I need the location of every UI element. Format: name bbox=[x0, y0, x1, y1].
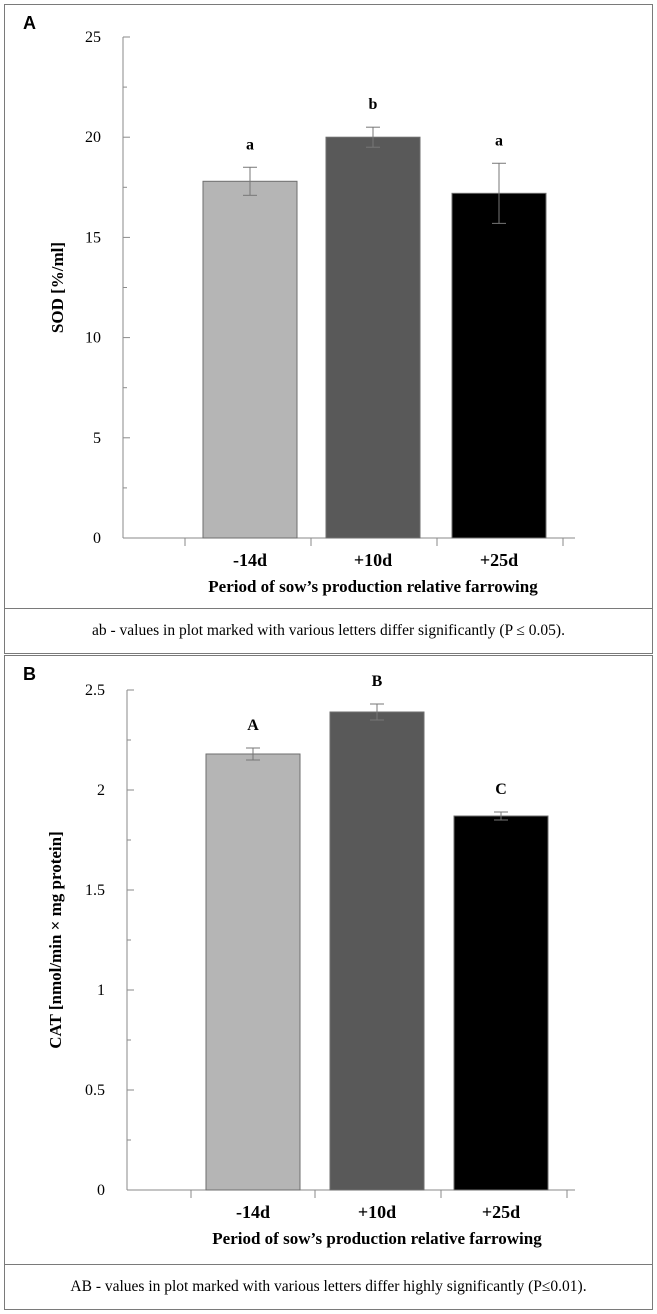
x-axis-title: Period of sow’s production relative farr… bbox=[212, 1229, 542, 1248]
sod-bar-chart: 0 5 10 15 20 25 a -14d b +10d a +25d Period of sow’s… bbox=[48, 29, 575, 596]
panel-label: B bbox=[23, 664, 36, 684]
chart-panel-b: B 0 0.5 1 1.5 2 2.5 A -14d B +10d C +25d Period of s… bbox=[4, 655, 653, 1310]
bar bbox=[329, 711, 425, 1191]
y-tick-label: 1.5 bbox=[85, 882, 105, 899]
y-tick-label: 5 bbox=[93, 430, 101, 447]
significance-letter: C bbox=[495, 781, 507, 798]
panel-label: A bbox=[23, 13, 36, 33]
bar bbox=[453, 815, 549, 1191]
bar bbox=[202, 180, 298, 539]
significance-letter: b bbox=[369, 96, 378, 113]
category-label: +25d bbox=[482, 1202, 520, 1222]
category-label: +10d bbox=[354, 550, 392, 570]
significance-letter: B bbox=[372, 673, 383, 690]
y-axis-title: SOD [%/ml] bbox=[48, 242, 67, 333]
significance-letter: a bbox=[495, 132, 503, 149]
significance-letter: a bbox=[246, 136, 254, 153]
y-tick-label: 2 bbox=[97, 782, 105, 799]
category-label: -14d bbox=[233, 550, 267, 570]
category-label: +25d bbox=[480, 550, 518, 570]
y-tick-label: 20 bbox=[85, 129, 101, 146]
y-tick-label: 15 bbox=[85, 229, 101, 246]
bar bbox=[325, 136, 421, 539]
y-axis-title: CAT [nmol/min × mg protein] bbox=[46, 831, 65, 1048]
chart-panel-a: A 0 5 10 15 20 25 a -14d b +10d a +25d Period of sow… bbox=[4, 4, 653, 654]
y-tick-label: 0 bbox=[93, 530, 101, 547]
y-tick-label: 1 bbox=[97, 982, 105, 999]
bar bbox=[451, 192, 547, 539]
y-tick-label: 2.5 bbox=[85, 682, 105, 699]
y-tick-label: 10 bbox=[85, 330, 101, 347]
y-tick-label: 0 bbox=[97, 1182, 105, 1199]
y-tick-label: 0.5 bbox=[85, 1082, 105, 1099]
category-label: -14d bbox=[236, 1202, 270, 1222]
y-tick-label: 25 bbox=[85, 29, 101, 46]
bar bbox=[205, 753, 301, 1191]
x-axis-title: Period of sow’s production relative farr… bbox=[208, 577, 538, 596]
cat-bar-chart: 0 0.5 1 1.5 2 2.5 A -14d B +10d C +25d Period of sow… bbox=[46, 673, 575, 1248]
significance-letter: A bbox=[247, 717, 259, 734]
category-label: +10d bbox=[358, 1202, 396, 1222]
significance-note: AB - values in plot marked with various … bbox=[5, 1264, 652, 1309]
significance-note: ab - values in plot marked with various … bbox=[5, 608, 652, 653]
